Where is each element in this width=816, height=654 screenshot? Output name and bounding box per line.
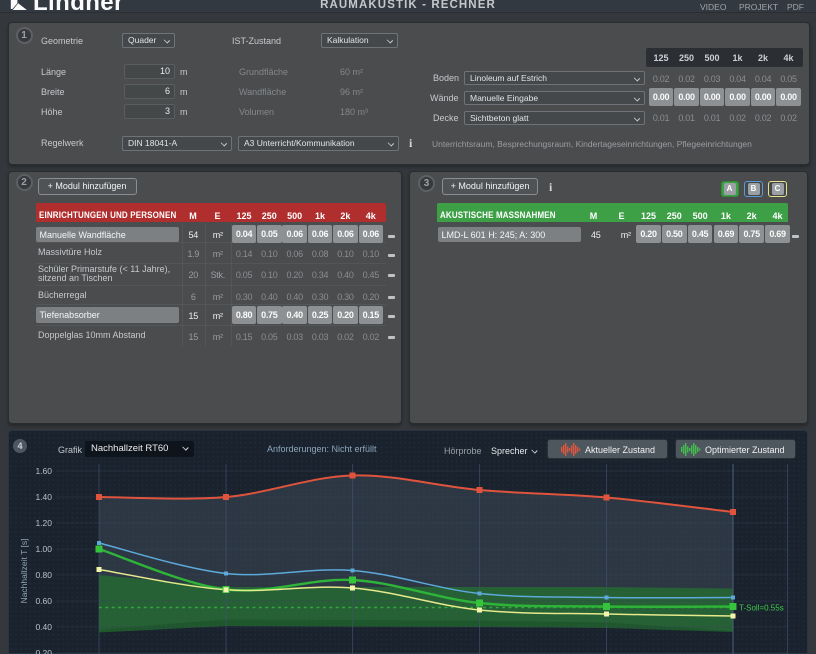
svg-text:1.20: 1.20 — [35, 518, 52, 528]
svg-text:1.00: 1.00 — [35, 544, 52, 554]
svg-text:Nachhallzeit T [s]: Nachhallzeit T [s] — [19, 539, 29, 604]
svg-text:Lindner: Lindner — [33, 0, 124, 13]
svg-text:1.40: 1.40 — [35, 492, 52, 502]
svg-text:T-Soll=0.55s: T-Soll=0.55s — [739, 604, 784, 613]
svg-text:0.20: 0.20 — [35, 648, 52, 654]
svg-text:1.60: 1.60 — [35, 466, 52, 476]
svg-text:0.80: 0.80 — [35, 570, 52, 580]
svg-text:0.40: 0.40 — [35, 622, 52, 632]
svg-text:0.60: 0.60 — [35, 596, 52, 606]
